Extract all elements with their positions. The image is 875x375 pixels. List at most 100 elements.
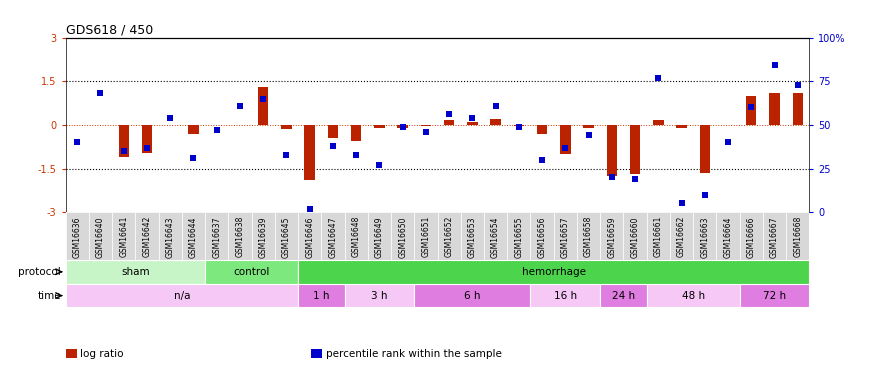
Bar: [676, 125, 687, 128]
Text: GDS618 / 450: GDS618 / 450: [66, 23, 153, 36]
Point: [419, 129, 433, 135]
Bar: [298, 284, 345, 308]
Bar: [112, 212, 136, 260]
Bar: [444, 120, 454, 125]
Point: [605, 174, 619, 180]
Bar: [647, 212, 670, 260]
Text: GSM16660: GSM16660: [631, 216, 640, 258]
Text: GSM16646: GSM16646: [305, 216, 314, 258]
Point: [767, 63, 781, 69]
Bar: [693, 212, 717, 260]
Point: [675, 201, 689, 207]
Text: GSM16651: GSM16651: [422, 216, 430, 257]
Text: GSM16647: GSM16647: [328, 216, 338, 258]
Bar: [142, 125, 152, 153]
Text: 48 h: 48 h: [682, 291, 704, 301]
Point: [94, 90, 108, 96]
Point: [582, 132, 596, 138]
Bar: [600, 212, 623, 260]
Bar: [368, 212, 391, 260]
Bar: [717, 212, 739, 260]
Text: GSM16640: GSM16640: [96, 216, 105, 258]
Bar: [374, 125, 385, 128]
Bar: [623, 212, 647, 260]
Bar: [600, 284, 647, 308]
Text: 1 h: 1 h: [313, 291, 330, 301]
Text: GSM16649: GSM16649: [374, 216, 384, 258]
Text: GSM16667: GSM16667: [770, 216, 779, 258]
Text: protocol: protocol: [18, 267, 61, 277]
Text: 16 h: 16 h: [554, 291, 577, 301]
Bar: [205, 212, 228, 260]
Bar: [351, 125, 361, 141]
Bar: [560, 125, 570, 154]
Text: hemorrhage: hemorrhage: [522, 267, 585, 277]
Bar: [66, 284, 298, 308]
Text: GSM16653: GSM16653: [468, 216, 477, 258]
Text: GSM16668: GSM16668: [794, 216, 802, 257]
Bar: [414, 284, 530, 308]
Text: GSM16663: GSM16663: [700, 216, 710, 258]
Bar: [490, 119, 500, 125]
Point: [488, 103, 502, 109]
Bar: [345, 212, 368, 260]
Bar: [89, 212, 112, 260]
Bar: [606, 125, 617, 176]
Text: GSM16652: GSM16652: [444, 216, 453, 257]
Bar: [739, 284, 809, 308]
Bar: [537, 125, 548, 134]
Text: sham: sham: [121, 267, 150, 277]
Bar: [298, 212, 321, 260]
Bar: [630, 125, 640, 174]
Bar: [397, 125, 408, 128]
Bar: [205, 260, 298, 284]
Text: GSM16650: GSM16650: [398, 216, 407, 258]
Bar: [118, 125, 129, 157]
Bar: [786, 212, 809, 260]
Text: GSM16636: GSM16636: [73, 216, 81, 258]
Text: GSM16654: GSM16654: [491, 216, 500, 258]
Bar: [345, 284, 414, 308]
Bar: [66, 212, 89, 260]
Point: [628, 176, 642, 182]
Point: [70, 140, 84, 146]
Bar: [647, 284, 739, 308]
Bar: [275, 212, 298, 260]
Bar: [158, 212, 182, 260]
Bar: [188, 125, 199, 134]
Point: [303, 206, 317, 212]
Bar: [467, 122, 478, 125]
Bar: [304, 125, 315, 180]
Point: [442, 111, 456, 117]
Text: time: time: [38, 291, 61, 301]
Bar: [699, 125, 710, 173]
Text: GSM16662: GSM16662: [677, 216, 686, 257]
Bar: [421, 125, 431, 126]
Point: [349, 152, 363, 157]
Bar: [514, 125, 524, 126]
Bar: [670, 212, 693, 260]
Bar: [281, 125, 291, 129]
Bar: [653, 120, 663, 125]
Point: [210, 127, 224, 133]
Bar: [763, 212, 786, 260]
Text: GSM16664: GSM16664: [724, 216, 732, 258]
Text: GSM16658: GSM16658: [584, 216, 593, 257]
Bar: [66, 260, 205, 284]
Bar: [507, 212, 530, 260]
Text: 24 h: 24 h: [612, 291, 635, 301]
Text: GSM16655: GSM16655: [514, 216, 523, 258]
Bar: [391, 212, 414, 260]
Text: control: control: [234, 267, 270, 277]
Point: [512, 124, 526, 130]
Text: GSM16657: GSM16657: [561, 216, 570, 258]
Text: GSM16644: GSM16644: [189, 216, 198, 258]
Point: [558, 145, 572, 151]
Text: GSM16642: GSM16642: [143, 216, 151, 257]
Bar: [584, 125, 594, 128]
Bar: [321, 212, 345, 260]
Point: [164, 115, 178, 121]
Text: GSM16648: GSM16648: [352, 216, 360, 257]
Text: GSM16659: GSM16659: [607, 216, 616, 258]
Text: 6 h: 6 h: [464, 291, 480, 301]
